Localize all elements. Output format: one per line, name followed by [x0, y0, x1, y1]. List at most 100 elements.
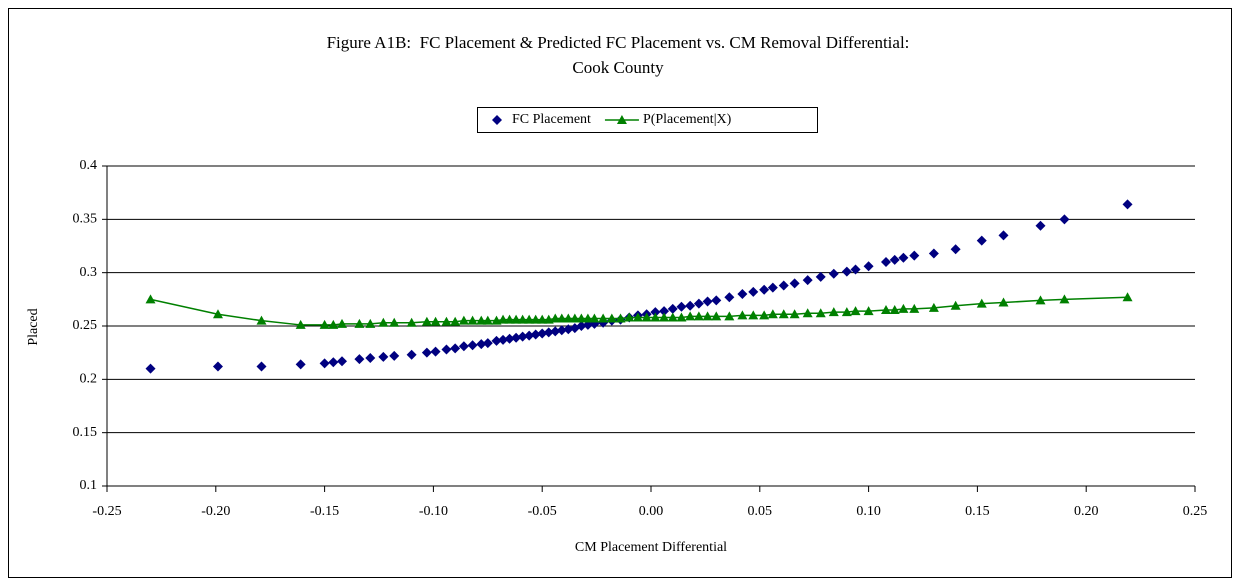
diamond-marker [511, 332, 522, 343]
diamond-marker [467, 340, 478, 351]
diamond-marker [976, 235, 987, 246]
triangle-marker [441, 316, 452, 326]
triangle-marker [615, 313, 626, 323]
triangle-marker [828, 307, 839, 317]
triangle-marker [295, 319, 306, 329]
triangle-marker [458, 315, 469, 325]
triangle-marker [976, 298, 987, 308]
triangle-marker [767, 309, 778, 319]
legend-label: P(Placement|X) [643, 112, 732, 127]
diamond-marker [482, 338, 493, 349]
chart-title: Cook County [572, 58, 664, 77]
x-tick-label: -0.20 [201, 504, 230, 519]
diamond-marker [863, 261, 874, 272]
x-tick-label: 0.15 [965, 504, 990, 519]
triangle-marker [406, 317, 417, 327]
triangle-marker [724, 311, 735, 321]
triangle-marker [467, 315, 478, 325]
triangle-marker [759, 310, 770, 320]
x-tick-label: -0.05 [528, 504, 557, 519]
legend-label: FC Placement [512, 112, 591, 127]
triangle-marker [1059, 294, 1070, 304]
x-tick-label: -0.10 [419, 504, 448, 519]
diamond-marker [998, 230, 1009, 241]
triangle-marker [598, 313, 609, 323]
diamond-marker [421, 347, 432, 358]
triangle-marker [365, 318, 376, 328]
triangle-marker [850, 306, 861, 316]
triangle-marker [702, 311, 713, 321]
triangle-marker [569, 313, 580, 323]
legend-box [477, 107, 818, 133]
triangle-marker [556, 313, 567, 323]
diamond-marker [759, 284, 770, 295]
x-tick-label: 0.25 [1183, 504, 1208, 519]
triangle-marker [898, 303, 909, 313]
y-tick-label: 0.1 [80, 478, 98, 493]
diamond-marker [365, 353, 376, 363]
diamond-marker [676, 301, 687, 312]
diamond-marker [406, 349, 417, 360]
diamond-marker [319, 358, 330, 369]
triangle-marker [328, 319, 339, 329]
diamond-marker [389, 350, 400, 361]
triangle-marker [378, 317, 389, 327]
triangle-marker [537, 314, 548, 324]
diamond-marker [1059, 214, 1070, 225]
diamond-marker [693, 298, 704, 309]
triangle-marker [1122, 292, 1133, 302]
y-tick-label: 0.25 [73, 318, 98, 333]
x-tick-label: 0.00 [639, 504, 664, 519]
triangle-marker [498, 314, 509, 324]
triangle-marker [711, 311, 722, 321]
y-tick-label: 0.2 [80, 372, 98, 387]
diamond-marker [898, 252, 909, 263]
triangle-marker [881, 305, 892, 314]
diamond-marker [337, 356, 348, 367]
triangle-marker [430, 316, 441, 326]
diamond-marker [724, 292, 735, 303]
diamond-marker [909, 250, 920, 261]
diamond-marker [524, 330, 535, 341]
triangle-marker [606, 313, 617, 323]
diamond-marker [928, 248, 939, 259]
triangle-marker [1035, 295, 1046, 305]
diamond-marker [530, 329, 541, 340]
diamond-marker [850, 264, 861, 275]
triangle-marker [815, 308, 826, 318]
chart-frame [8, 8, 1232, 578]
triangle-marker [737, 310, 748, 320]
legend: FC Placement P(Placement|X) [477, 107, 818, 133]
y-tick-label: 0.15 [73, 425, 98, 440]
diamond-marker [711, 295, 722, 306]
triangle-marker [778, 309, 789, 319]
triangle-marker [337, 318, 348, 328]
diamond-marker [889, 254, 900, 265]
diamond-marker [430, 346, 441, 357]
diamond-marker [504, 333, 515, 344]
y-tick-label: 0.3 [80, 265, 98, 280]
diamond-marker [328, 357, 339, 368]
y-axis-label: Placed [26, 308, 41, 345]
diamond-marker [950, 244, 961, 255]
triangle-marker [589, 313, 600, 323]
diamond-marker [650, 307, 661, 318]
diamond-marker [659, 306, 670, 317]
triangle-marker [841, 307, 852, 317]
triangle-marker [998, 297, 1009, 307]
triangle-marker [319, 319, 330, 329]
triangle-marker [909, 303, 920, 313]
triangle-marker [676, 312, 687, 322]
triangle-marker [802, 308, 813, 318]
triangle-marker [659, 312, 670, 322]
diamond-marker [145, 363, 156, 374]
triangle-marker [693, 311, 704, 321]
triangle-marker [582, 313, 593, 323]
triangle-marker [212, 309, 223, 319]
x-tick-label: -0.25 [92, 504, 121, 519]
triangle-marker [624, 312, 635, 322]
triangle-marker [789, 309, 800, 319]
triangle-marker [354, 318, 365, 328]
triangle-marker [504, 314, 515, 324]
